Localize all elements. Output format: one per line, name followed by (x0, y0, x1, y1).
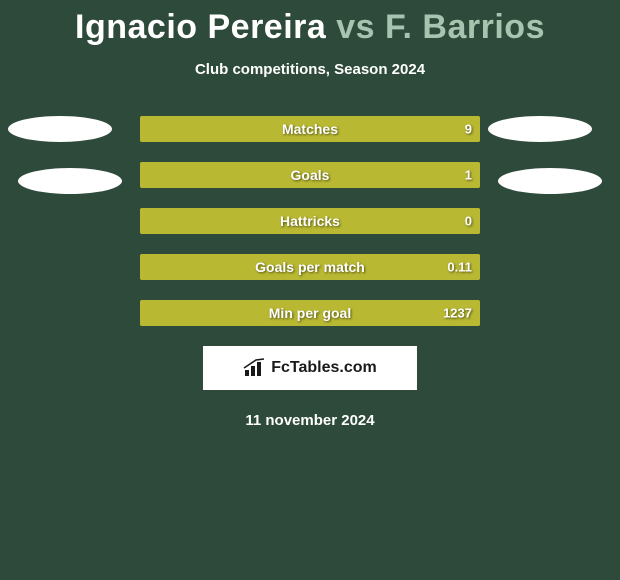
stat-row: Min per goal 1237 (140, 300, 480, 326)
stat-value-right: 1 (465, 168, 472, 183)
stat-row: Matches 9 (140, 116, 480, 142)
stat-label: Matches (282, 121, 338, 137)
stat-label: Min per goal (269, 305, 351, 321)
stat-row: Hattricks 0 (140, 208, 480, 234)
chart-icon (243, 358, 267, 378)
decorative-ellipse (18, 168, 122, 194)
stats-area: Matches 9 Goals 1 Hattricks 0 Goals per match 0… (0, 116, 620, 326)
decorative-ellipse (488, 116, 592, 142)
subtitle: Club competitions, Season 2024 (0, 61, 620, 78)
stat-label: Goals per match (255, 259, 365, 275)
date-text: 11 november 2024 (0, 412, 620, 429)
stat-row: Goals per match 0.11 (140, 254, 480, 280)
fctables-logo: FcTables.com (203, 346, 417, 390)
stat-label: Hattricks (280, 213, 340, 229)
player2-name: F. Barrios (385, 8, 545, 46)
stat-value-right: 9 (465, 122, 472, 137)
stat-row: Goals 1 (140, 162, 480, 188)
stat-value-right: 1237 (443, 306, 472, 321)
logo-text: FcTables.com (271, 359, 377, 377)
player1-name: Ignacio Pereira (75, 8, 326, 46)
decorative-ellipse (8, 116, 112, 142)
stat-label: Goals (291, 167, 330, 183)
decorative-ellipse (498, 168, 602, 194)
vs-text: vs (336, 8, 375, 46)
stat-value-right: 0 (465, 214, 472, 229)
comparison-title: Ignacio Pereira vs F. Barrios (0, 0, 620, 47)
stat-value-right: 0.11 (447, 260, 472, 275)
